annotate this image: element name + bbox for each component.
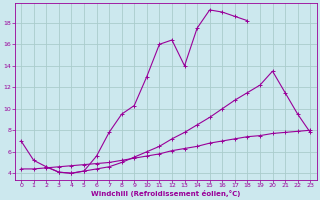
X-axis label: Windchill (Refroidissement éolien,°C): Windchill (Refroidissement éolien,°C) xyxy=(91,190,240,197)
